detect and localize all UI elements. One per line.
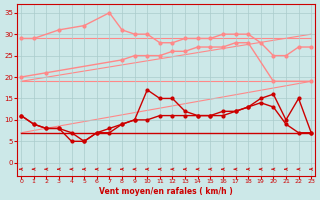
X-axis label: Vent moyen/en rafales ( km/h ): Vent moyen/en rafales ( km/h ) — [99, 187, 233, 196]
